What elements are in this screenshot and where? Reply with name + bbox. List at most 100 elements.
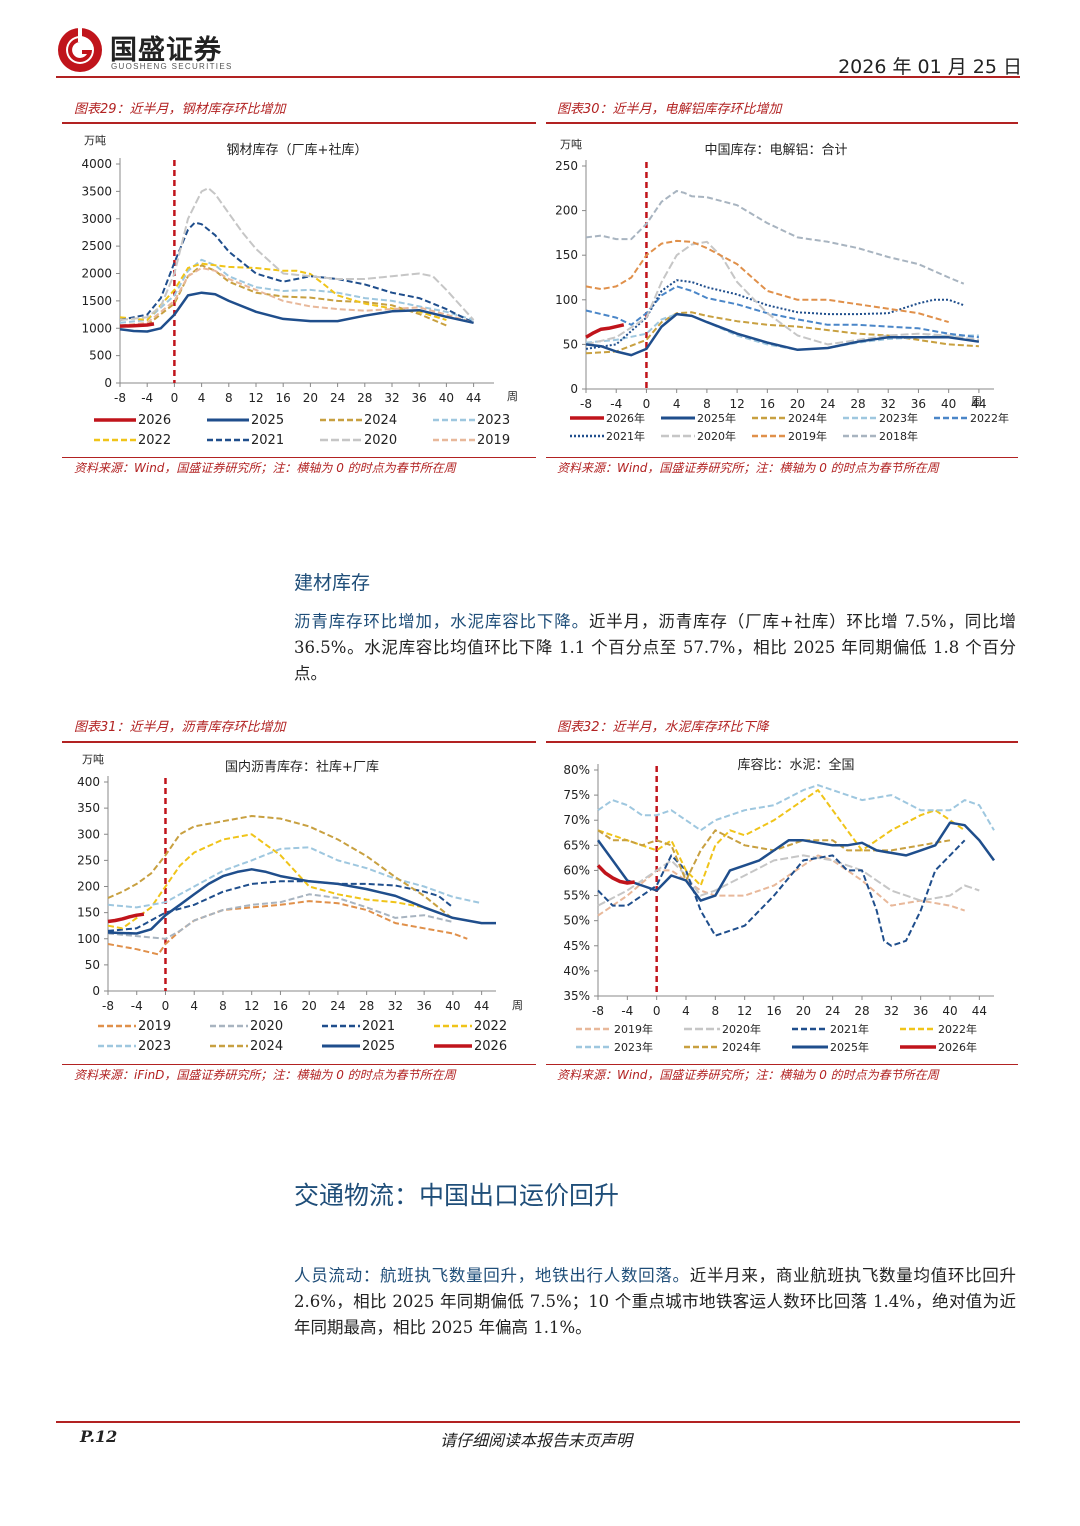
- x-tick-label: 24: [330, 999, 345, 1013]
- x-tick-label: 16: [760, 397, 775, 411]
- x-axis-unit: 周: [512, 999, 523, 1012]
- y-tick-label: 250: [555, 159, 578, 173]
- x-tick-label: 8: [703, 397, 711, 411]
- y-tick-label: 150: [555, 248, 578, 262]
- y-tick-label: 60%: [563, 863, 590, 877]
- legend-label: 2024: [250, 1039, 283, 1054]
- series-line-2025: [107, 868, 496, 935]
- series-line-2026: [119, 322, 155, 328]
- legend-entry-2024: 2024: [320, 413, 397, 428]
- x-tick-label: 36: [913, 1004, 928, 1018]
- legend-label: 2019: [477, 433, 510, 448]
- legend-entry-2026年: 2026年: [570, 411, 645, 425]
- series-line-2024年: [597, 829, 951, 882]
- figure-31-title: 图表31：近半月，沥青库存环比增加: [74, 720, 286, 735]
- y-tick-label: 0: [104, 376, 112, 390]
- y-tick-label: 2500: [81, 239, 112, 253]
- legend-label: 2018年: [879, 429, 918, 443]
- x-tick-label: 16: [276, 391, 291, 405]
- legend-entry-2019: 2019: [433, 433, 510, 448]
- x-tick-label: -4: [141, 391, 153, 405]
- legend-label: 2023: [477, 413, 510, 428]
- x-tick-label: 8: [219, 999, 227, 1013]
- legend-entry-2023年: 2023年: [843, 411, 918, 425]
- legend-label: 2021: [251, 433, 284, 448]
- series-line-2022年: [585, 285, 980, 339]
- series-line-2020年: [585, 240, 980, 346]
- x-tick-label: -8: [592, 1004, 604, 1018]
- legend-entry-2026年: 2026年: [900, 1040, 977, 1054]
- series-line-2021年: [597, 839, 966, 947]
- figure-30-source: 资料来源：Wind，国盛证券研究所；注：横轴为 0 的时点为春节所在周: [557, 461, 939, 475]
- building-paragraph: 沥青库存环比增加，水泥库容比下降。近半月，沥青库存（厂库+社库）环比增 7.5%…: [294, 609, 1016, 687]
- x-tick-label: -4: [131, 999, 143, 1013]
- series-line-2021年: [585, 279, 965, 350]
- legend-label: 2025年: [697, 411, 736, 425]
- y-tick-label: 70%: [563, 813, 590, 827]
- x-tick-label: 36: [911, 397, 926, 411]
- legend-entry-2021年: 2021年: [570, 429, 645, 443]
- x-tick-label: 28: [854, 1004, 869, 1018]
- footer-rule: [56, 1421, 1020, 1423]
- x-tick-label: 44: [474, 999, 489, 1013]
- legend-entry-2025年: 2025年: [661, 411, 736, 425]
- series-line-2024年: [585, 311, 979, 355]
- section-heading-building-materials: 建材库存: [294, 572, 371, 594]
- y-tick-label: 0: [92, 984, 100, 998]
- legend-entry-2024年: 2024年: [752, 411, 827, 425]
- legend-label: 2026: [138, 413, 171, 428]
- x-tick-label: 8: [712, 1004, 720, 1018]
- transport-paragraph: 人员流动：航班执飞数量回升，地铁出行人数回落。近半月来，商业航班执飞数量均值环比…: [294, 1263, 1016, 1341]
- x-tick-label: 44: [971, 397, 986, 411]
- legend-entry-2023年: 2023年: [576, 1040, 653, 1054]
- x-tick-label: 0: [162, 999, 170, 1013]
- series-line-2026年: [596, 864, 635, 885]
- chart-title: 国内沥青库存：社库+厂库: [225, 759, 379, 775]
- series-line-2020年: [597, 854, 980, 907]
- legend-entry-2020: 2020: [210, 1019, 283, 1034]
- legend-label: 2026: [474, 1039, 507, 1054]
- y-tick-label: 500: [89, 349, 112, 363]
- legend-entry-2021: 2021: [322, 1019, 395, 1034]
- x-tick-label: 44: [972, 1004, 987, 1018]
- series-line-2022: [119, 262, 447, 321]
- x-tick-label: 24: [825, 1004, 840, 1018]
- x-axis-unit: 周: [971, 395, 982, 408]
- figure-32-source: 资料来源：Wind，国盛证券研究所；注：横轴为 0 的时点为春节所在周: [557, 1068, 939, 1082]
- legend-entry-2022: 2022: [434, 1019, 507, 1034]
- legend-label: 2019: [138, 1019, 171, 1034]
- y-tick-label: 1000: [81, 321, 112, 335]
- brand-logo: [56, 26, 104, 74]
- figure-29-top-rule: [62, 122, 536, 124]
- footer-notice: 请仔细阅读本报告末页声明: [440, 1431, 633, 1450]
- legend-label: 2022: [138, 433, 171, 448]
- x-tick-label: 12: [729, 397, 744, 411]
- legend-label: 2022年: [970, 411, 1009, 425]
- legend-entry-2020: 2020: [320, 433, 397, 448]
- y-tick-label: 55%: [563, 889, 590, 903]
- y-tick-label: 3500: [81, 184, 112, 198]
- logo-emblem-icon: [58, 28, 102, 72]
- figure-29-bottom-rule: [62, 457, 536, 458]
- y-tick-label: 400: [77, 775, 100, 789]
- figure-31-source: 资料来源：iFinD，国盛证券研究所；注：横轴为 0 的时点为春节所在周: [74, 1068, 456, 1082]
- legend-entry-2018年: 2018年: [843, 429, 918, 443]
- legend-entry-2025: 2025: [322, 1039, 395, 1054]
- series-line-2025: [119, 291, 474, 333]
- figure-31-top-rule: [62, 741, 536, 743]
- x-tick-label: 32: [881, 397, 896, 411]
- legend-label: 2023: [138, 1039, 171, 1054]
- x-tick-label: 40: [941, 397, 956, 411]
- figure-31-chart: 国内沥青库存：社库+厂库万吨周050100150200250300350400-…: [77, 753, 523, 1054]
- legend-entry-2020年: 2020年: [661, 429, 736, 443]
- x-tick-label: 32: [388, 999, 403, 1013]
- x-tick-label: 0: [171, 391, 179, 405]
- x-tick-label: 0: [653, 1004, 661, 1018]
- legend-label: 2024: [364, 413, 397, 428]
- series-line-2020: [107, 893, 454, 940]
- y-tick-label: 75%: [563, 788, 590, 802]
- y-tick-label: 3000: [81, 212, 112, 226]
- y-tick-label: 80%: [563, 763, 590, 777]
- transport-body: 近半月来，商业航班执飞数量均值环比回升 2.6%，相比 2025 年同期偏低 7…: [294, 1266, 1017, 1337]
- y-axis-unit: 万吨: [84, 134, 106, 147]
